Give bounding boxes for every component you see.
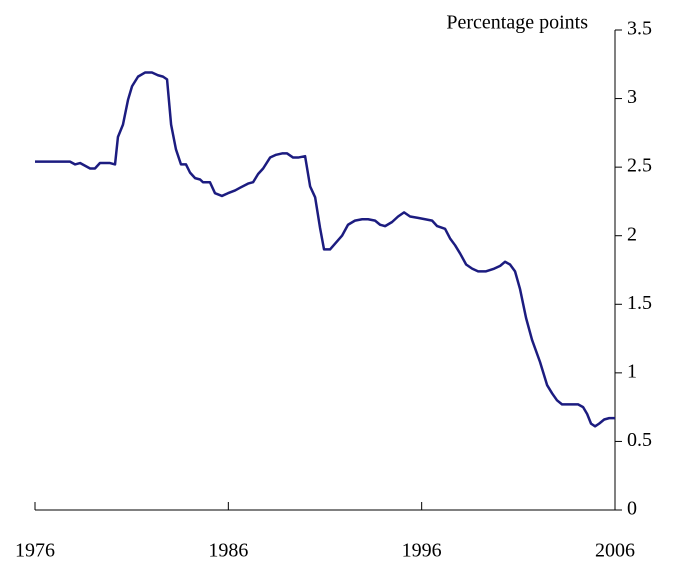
- x-tick-label: 1976: [15, 540, 55, 562]
- x-tick-label: 1986: [208, 540, 248, 562]
- y-tick-label: 0.5: [627, 429, 652, 451]
- y-tick-label: 2: [627, 223, 637, 245]
- y-tick-label: 2.5: [627, 155, 652, 177]
- y-axis-label: Percentage points: [446, 12, 588, 34]
- data-line: [35, 71, 615, 428]
- y-tick-label: 1: [627, 360, 637, 382]
- y-tick-label: 1.5: [627, 292, 652, 314]
- y-tick-label: 0: [627, 498, 637, 520]
- x-tick-label: 2006: [595, 540, 635, 562]
- y-tick-label: 3.5: [627, 18, 652, 40]
- y-tick-label: 3: [627, 86, 637, 108]
- x-tick-label: 1996: [402, 540, 442, 562]
